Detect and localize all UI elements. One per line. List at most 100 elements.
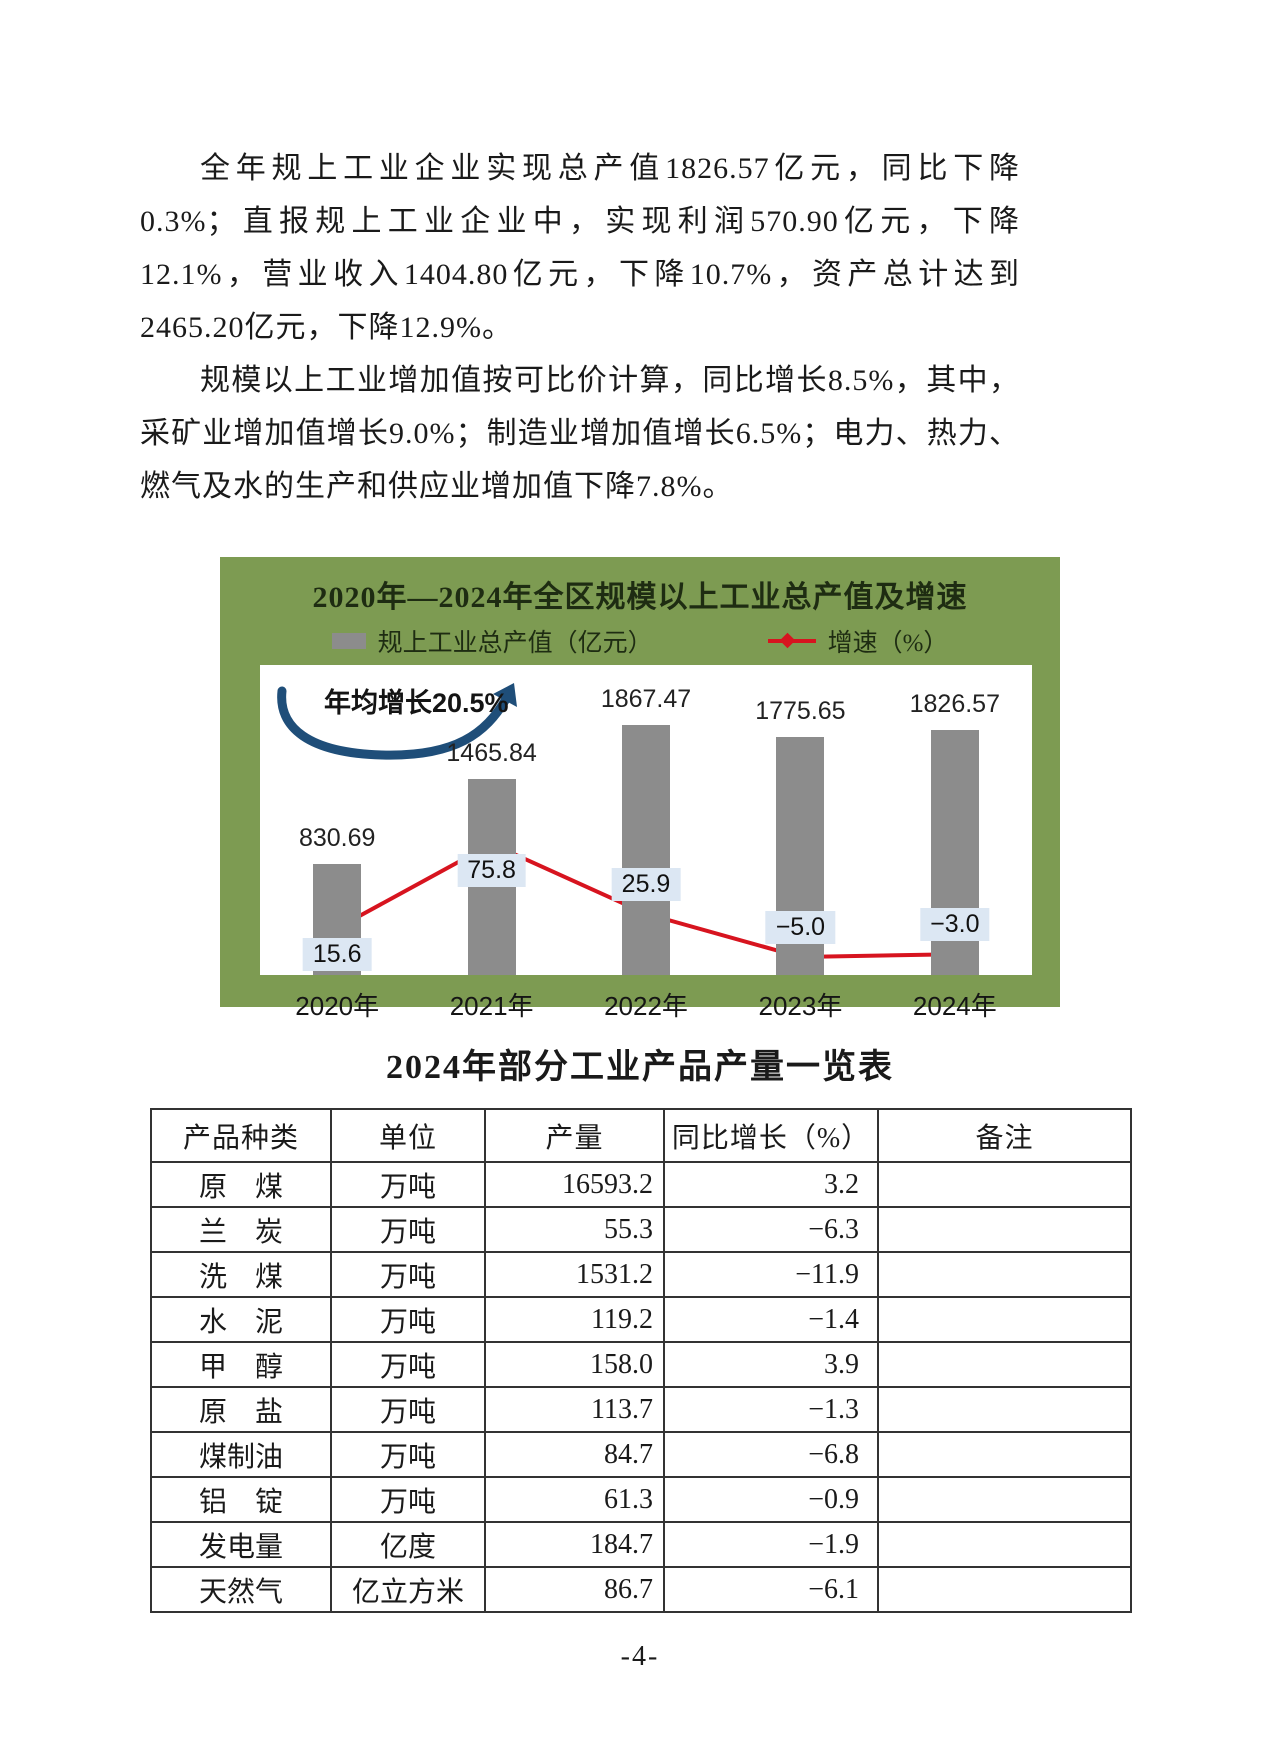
table-cell: 亿度 — [330, 1521, 486, 1568]
table-cell: 万吨 — [330, 1296, 486, 1343]
table-cell: 天然气 — [150, 1566, 332, 1613]
table-cell: 万吨 — [330, 1251, 486, 1298]
table-cell: 万吨 — [330, 1161, 486, 1208]
table-cell: 3.9 — [663, 1341, 879, 1388]
table-cell: −1.4 — [663, 1296, 879, 1343]
table-cell: −6.1 — [663, 1566, 879, 1613]
table-cell: 原 盐 — [150, 1386, 332, 1433]
table-cell: −6.8 — [663, 1431, 879, 1478]
table-cell: 万吨 — [330, 1206, 486, 1253]
table-row: 天然气 亿立方米 86.7 −6.1 — [150, 1566, 1132, 1613]
legend-label-output: 规上工业总产值（亿元） — [377, 630, 653, 657]
table-cell: 158.0 — [484, 1341, 665, 1388]
table-header-cell: 同比增长（%） — [663, 1108, 879, 1163]
table-cell — [877, 1431, 1132, 1478]
table-cell: 61.3 — [484, 1476, 665, 1523]
table-cell: 113.7 — [484, 1386, 665, 1433]
table-cell: 55.3 — [484, 1206, 665, 1253]
line-value-label: 75.8 — [457, 853, 526, 887]
table-row: 甲 醇万吨 158.0 3.9 — [150, 1341, 1132, 1388]
line-value-label: 15.6 — [302, 938, 372, 972]
legend-item-output: 规上工业总产值（亿元） — [331, 623, 653, 659]
legend-item-growth: 增速（%） — [767, 623, 949, 659]
table-cell — [877, 1341, 1132, 1388]
bar-value-label: 830.69 — [298, 823, 376, 852]
body-paragraph-1: 全年规上工业企业实现总产值1826.57亿元，同比下降0.3%；直报规上工业企业… — [140, 152, 1020, 344]
table-cell — [877, 1161, 1132, 1208]
table-row: 水 泥万吨 119.2 −1.4 — [150, 1296, 1132, 1343]
table-cell — [877, 1476, 1132, 1523]
table-cell: 184.7 — [484, 1521, 665, 1568]
table-cell: −1.9 — [663, 1521, 879, 1568]
table-cell: −0.9 — [663, 1476, 879, 1523]
table-row: 原 盐万吨 113.7 −1.3 — [150, 1386, 1132, 1433]
table-cell — [877, 1566, 1132, 1613]
bar-value-label: 1465.84 — [446, 738, 537, 767]
table-cell: 铝 锭 — [150, 1476, 332, 1523]
table-cell: 亿立方米 — [330, 1566, 486, 1613]
axis-label-2024年: 2024年 — [912, 991, 997, 1021]
chart-x-axis: 2020年 2021年 2022年 2023年 2024年 — [260, 975, 1032, 1023]
table-header-cell: 产量 — [484, 1108, 665, 1163]
body-text: 全年规上工业企业实现总产值1826.57亿元，同比下降0.3%；直报规上工业企业… — [0, 0, 1280, 513]
table-header-cell: 单位 — [330, 1108, 486, 1163]
page-number: -4- — [620, 1641, 660, 1672]
table-header-cell: 备注 — [877, 1108, 1132, 1163]
table-cell: 16593.2 — [484, 1161, 665, 1208]
table-cell: 原 煤 — [150, 1161, 332, 1208]
table-cell: 3.2 — [663, 1161, 879, 1208]
table-cell: 84.7 — [484, 1431, 665, 1478]
table-cell: 兰 炭 — [150, 1206, 332, 1253]
table-cell — [877, 1206, 1132, 1253]
table-header-cell: 产品种类 — [150, 1108, 332, 1163]
table-cell — [877, 1386, 1132, 1433]
table-cell: 万吨 — [330, 1476, 486, 1523]
table-cell — [877, 1521, 1132, 1568]
table-cell: 水 泥 — [150, 1296, 332, 1343]
table-cell: −1.3 — [663, 1386, 879, 1433]
products-table: 产品种类 单位 产量 同比增长（%） 备注 原 煤万吨 16593.2 3.2 兰 炭万吨 55… — [150, 1108, 1132, 1613]
bar-legend-swatch-icon — [331, 633, 366, 649]
table-cell: 煤制油 — [150, 1431, 332, 1478]
table-cell: 万吨 — [330, 1431, 486, 1478]
body-paragraph-2: 规模以上工业增加值按可比价计算，同比增长8.5%，其中，采矿业增加值增长9.0%… — [140, 364, 1020, 503]
table-cell — [877, 1296, 1132, 1343]
annotation-label: 年均增长20.5% — [324, 688, 509, 718]
line-value-label: −5.0 — [765, 911, 836, 944]
axis-label-2021年: 2021年 — [449, 991, 534, 1021]
bar-2022年 — [622, 725, 670, 975]
axis-label-2023年: 2023年 — [758, 991, 843, 1021]
table-title: 2024年部分工业产品产量一览表 — [386, 1049, 894, 1086]
industrial-output-chart: 2020年—2024年全区规模以上工业总产值及增速 规上工业总产值（亿元） 增速… — [220, 557, 1060, 1021]
chart-legend: 规上工业总产值（亿元） 增速（%） — [220, 623, 1060, 659]
line-value-label: 25.9 — [611, 867, 681, 901]
table-cell: −6.3 — [663, 1206, 879, 1253]
table-row: 煤制油 万吨 84.7 −6.8 — [150, 1431, 1132, 1478]
table-cell: 万吨 — [330, 1386, 486, 1433]
table-cell: 甲 醇 — [150, 1341, 332, 1388]
bar-value-label: 1775.65 — [755, 697, 846, 726]
table-cell: 洗 煤 — [150, 1251, 332, 1298]
bar-value-label: 1867.47 — [600, 685, 692, 713]
axis-label-2022年: 2022年 — [604, 991, 688, 1021]
table-row: 铝 锭万吨 61.3 −0.9 — [150, 1476, 1132, 1523]
table-cell: 119.2 — [484, 1296, 665, 1343]
bar-value-label: 1826.57 — [909, 690, 1000, 719]
table-cell: −11.9 — [663, 1251, 879, 1298]
table-cell: 发电量 — [150, 1521, 332, 1568]
table-row: 兰 炭万吨 55.3 −6.3 — [150, 1206, 1132, 1253]
chart-plot-area: 年均增长20.5% 830.69 1465.84 1867.47 1775.65 182… — [260, 665, 1032, 975]
chart-title: 2020年—2024年全区规模以上工业总产值及增速 — [312, 581, 968, 614]
line-legend-swatch-icon — [767, 639, 816, 643]
growth-arrow-icon — [277, 683, 517, 760]
table-cell: 86.7 — [484, 1566, 665, 1613]
table-cell — [877, 1251, 1132, 1298]
table-row: 洗 煤万吨 1531.2 −11.9 — [150, 1251, 1132, 1298]
table-row: 原 煤万吨 16593.2 3.2 — [150, 1161, 1132, 1208]
line-value-label: −3.0 — [920, 908, 990, 942]
table-row: 发电量 亿度 184.7 −1.9 — [150, 1521, 1132, 1568]
table-cell: 1531.2 — [484, 1251, 665, 1298]
table-cell: 万吨 — [330, 1341, 486, 1388]
legend-label-growth: 增速（%） — [827, 630, 949, 657]
axis-label-2020年: 2020年 — [295, 991, 380, 1021]
